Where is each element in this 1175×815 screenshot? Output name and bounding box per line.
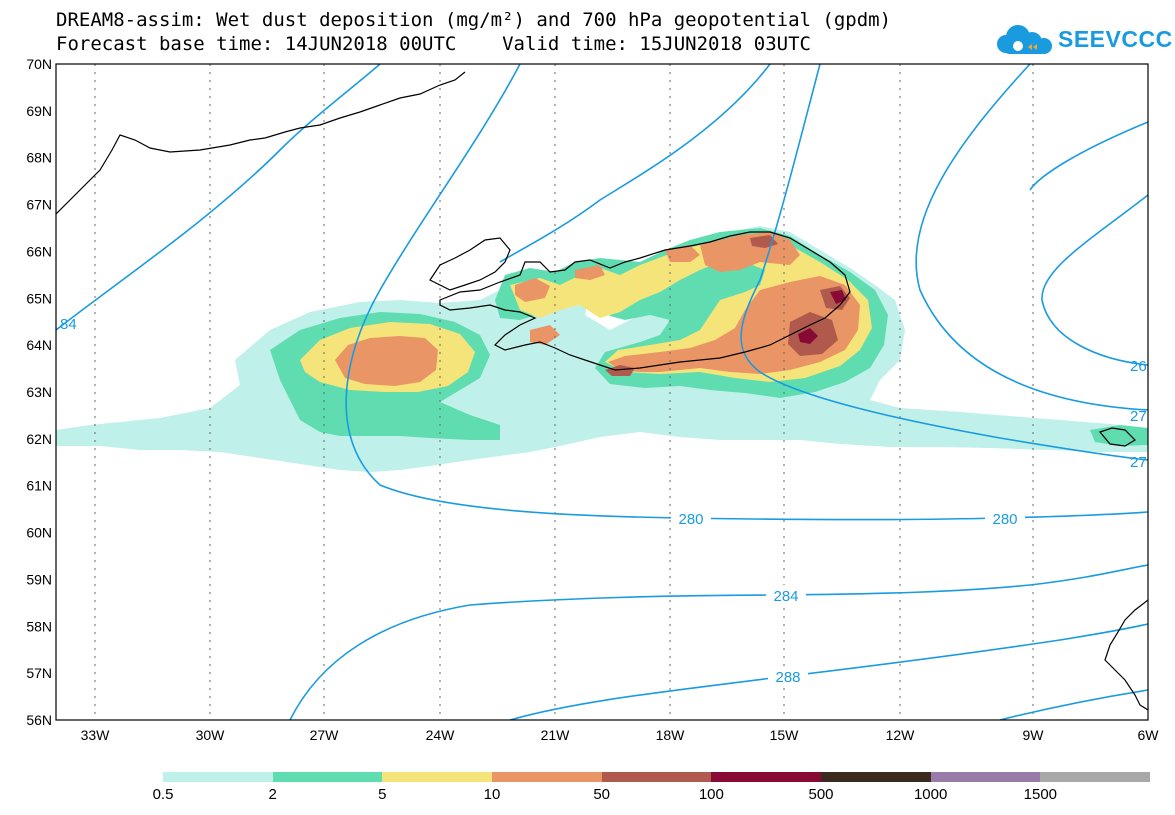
lat-label: 65N xyxy=(26,290,52,306)
longitude-labels: 33W 30W 27W 24W 21W 18W 15W 12W 9W 6W xyxy=(81,727,1160,743)
lat-label: 67N xyxy=(26,197,52,213)
contour-label-27b: 27 xyxy=(1130,454,1147,471)
legend-tick-label: 2 xyxy=(268,786,277,803)
legend-swatch xyxy=(382,772,493,782)
lon-label: 24W xyxy=(426,727,456,743)
map-subtitle: Forecast base time: 14JUN2018 00UTC Vali… xyxy=(56,33,811,55)
legend-tick-label: 5 xyxy=(378,786,387,803)
map-title: DREAM8-assim: Wet dust deposition (mg/m²… xyxy=(56,9,892,31)
legend-swatch xyxy=(492,772,602,782)
lon-label: 12W xyxy=(886,727,916,743)
contour-mid xyxy=(499,64,771,263)
plot-frame xyxy=(55,63,1149,721)
seevccc-logo xyxy=(997,25,1052,54)
contour-label-84: 84 xyxy=(60,316,77,333)
legend-tick-label: 1000 xyxy=(913,786,948,803)
latitude-labels: 70N 69N 68N 67N 66N 65N 64N 63N 62N 61N 60N 59N 58N 5… xyxy=(26,56,52,728)
lat-label: 58N xyxy=(26,618,52,634)
logo-text: SEEVCCC xyxy=(1058,26,1173,52)
lat-label: 68N xyxy=(26,150,52,166)
scotland-coast xyxy=(1104,599,1148,711)
contour-label-280a: 280 xyxy=(678,511,703,528)
contour-label-280b: 280 xyxy=(992,511,1017,528)
lat-label: 60N xyxy=(26,525,52,541)
legend-tick-label: 0.5 xyxy=(152,786,174,803)
lon-label: 33W xyxy=(81,727,111,743)
legend-swatch xyxy=(821,772,931,782)
legend-tick-label: 100 xyxy=(698,786,724,803)
lon-label: 15W xyxy=(770,727,800,743)
lon-label: 21W xyxy=(541,727,571,743)
legend-swatch xyxy=(930,772,1041,782)
legend-tick-label: 10 xyxy=(483,786,501,803)
dust-shading xyxy=(56,226,1148,472)
contour-284-left xyxy=(56,64,381,331)
legend-swatch xyxy=(601,772,712,782)
faroe-islands xyxy=(1098,427,1136,447)
lon-label: 30W xyxy=(196,727,226,743)
contour-292 xyxy=(999,689,1148,720)
contour-label-288: 288 xyxy=(775,669,800,686)
lat-label: 61N xyxy=(26,478,52,494)
lat-label: 64N xyxy=(26,337,52,353)
dust-band-50 xyxy=(605,235,850,376)
graticule xyxy=(94,64,1034,720)
lat-label: 66N xyxy=(26,243,52,259)
lat-label: 63N xyxy=(26,384,52,400)
legend-swatch xyxy=(1040,772,1151,782)
lat-label: 57N xyxy=(26,665,52,681)
legend-swatch xyxy=(272,772,383,782)
westfjords xyxy=(429,237,511,291)
coastline xyxy=(56,71,1148,711)
contour-284 xyxy=(289,564,1148,720)
legend-swatch xyxy=(711,772,822,782)
contour-288 xyxy=(509,623,1148,720)
legend-tick-label: 500 xyxy=(808,786,834,803)
legend-swatch xyxy=(163,772,273,782)
contour-label-284: 284 xyxy=(773,588,798,605)
contour-east-c xyxy=(1041,194,1148,366)
lon-label: 18W xyxy=(656,727,686,743)
lon-label: 9W xyxy=(1023,727,1045,743)
color-legend xyxy=(163,772,1151,782)
iceland-coast xyxy=(439,231,851,371)
lat-label: 59N xyxy=(26,571,52,587)
contour-label-27a: 27 xyxy=(1130,408,1147,425)
contour-east-d xyxy=(1029,121,1148,191)
cloud-icon xyxy=(997,25,1052,54)
lon-label: 27W xyxy=(310,727,340,743)
legend-tick-label: 1500 xyxy=(1023,786,1058,803)
dust-band-10b xyxy=(515,232,860,374)
contour-east-a xyxy=(740,64,1148,461)
legend-tick-label: 50 xyxy=(593,786,610,803)
lat-label: 56N xyxy=(26,712,52,728)
lat-label: 69N xyxy=(26,103,52,119)
lon-label: 6W xyxy=(1138,727,1160,743)
dust-band-100 xyxy=(798,290,846,344)
greenland-coast xyxy=(56,71,466,215)
contour-label-26: 26 xyxy=(1130,358,1147,375)
lat-label: 62N xyxy=(26,431,52,447)
lat-label: 70N xyxy=(26,56,52,72)
contour-east-b xyxy=(915,64,1148,411)
dust-band-10 xyxy=(335,336,438,386)
